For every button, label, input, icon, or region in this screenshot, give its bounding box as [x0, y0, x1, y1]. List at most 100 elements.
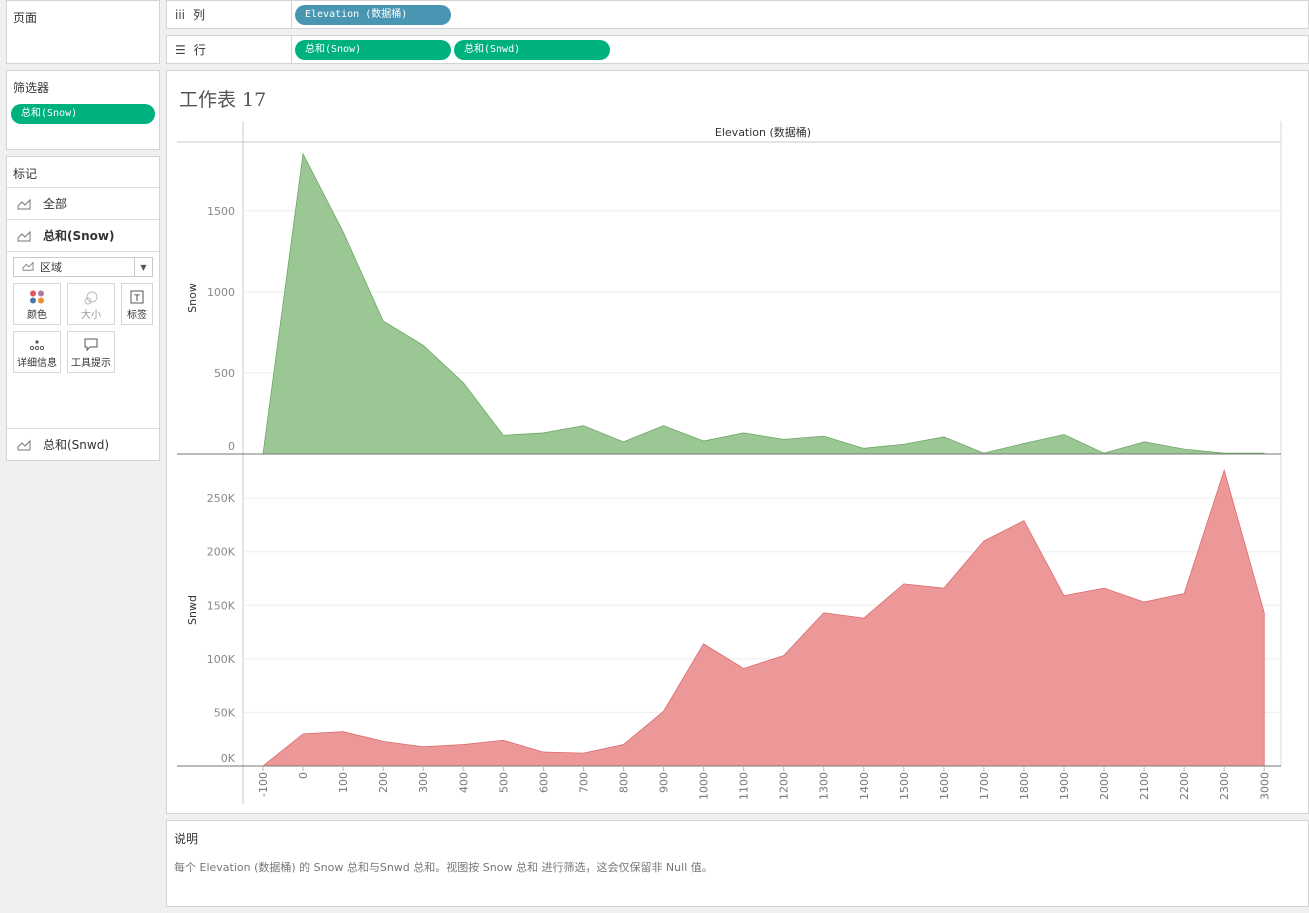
- x-tick-label: 1800: [1018, 772, 1031, 800]
- snwd-pane[interactable]: 0K 50K 100K 150K 200K 250K Snwd: [177, 468, 1281, 768]
- data-point: [662, 710, 665, 713]
- columns-pill-elevation[interactable]: Elevation (数据桶): [295, 5, 451, 25]
- text-label-icon: T: [130, 290, 144, 307]
- x-tick-label: 0: [297, 772, 310, 779]
- area-mark-icon: [17, 230, 33, 242]
- x-tick-label: -100: [257, 772, 270, 797]
- x-axis: -100 0 100 200 300 400 500 600 700 800 900 1000 1100…: [257, 766, 1271, 800]
- marks-snwd-row[interactable]: 总和(Snwd): [7, 428, 159, 460]
- x-tick-label: 1200: [778, 772, 791, 800]
- color-button[interactable]: 颜色: [13, 283, 61, 325]
- size-icon: [83, 290, 99, 309]
- data-point: [1103, 587, 1106, 590]
- snow-area: [262, 152, 1265, 455]
- chevron-down-icon[interactable]: ▼: [134, 258, 152, 276]
- marks-all-label: 全部: [43, 197, 68, 211]
- pages-panel[interactable]: 页面: [6, 0, 160, 64]
- data-point: [622, 743, 625, 746]
- marks-panel: 标记 全部 总和(Snow) 区域 ▼ 颜色 大小: [6, 156, 160, 461]
- x-tick-label: 1900: [1058, 772, 1071, 800]
- filter-pill-snow[interactable]: 总和(Snow): [11, 104, 155, 124]
- x-tick-label: 2200: [1178, 772, 1191, 800]
- rows-pill-snow[interactable]: 总和(Snow): [295, 40, 451, 60]
- x-tick-label: 800: [617, 772, 630, 793]
- worksheet-view[interactable]: 工作表 17 Elevation (数据桶) 0 500 1000 1500 Snow …: [166, 70, 1309, 814]
- x-tick-label: 1700: [978, 772, 991, 800]
- data-point: [982, 540, 985, 543]
- data-point: [622, 440, 625, 443]
- rows-shelf[interactable]: ☰ 行 总和(Snow) 总和(Snwd): [166, 35, 1309, 64]
- columns-label: 列: [193, 8, 206, 22]
- data-point: [502, 739, 505, 742]
- data-point: [1143, 440, 1146, 443]
- data-point: [1022, 442, 1025, 445]
- x-tick-label: 1000: [698, 772, 711, 800]
- x-tick-label: 200: [377, 772, 390, 793]
- marks-snow-row[interactable]: 总和(Snow): [7, 219, 159, 251]
- data-point: [702, 642, 705, 645]
- x-tick-label: 3000: [1258, 772, 1271, 800]
- y-tick-label: 200K: [207, 546, 236, 559]
- marks-title: 标记: [13, 167, 38, 181]
- marks-snwd-label: 总和(Snwd): [43, 438, 110, 452]
- data-point: [902, 443, 905, 446]
- x-tick-label: 600: [537, 772, 550, 793]
- pages-title: 页面: [13, 11, 38, 25]
- x-tick-label: 2000: [1098, 772, 1111, 800]
- x-tick-label: 700: [577, 772, 590, 793]
- y-tick-label: 1000: [207, 286, 235, 299]
- detail-button[interactable]: 详细信息: [13, 331, 61, 373]
- size-button-label: 大小: [81, 310, 101, 321]
- x-tick-label: 2300: [1218, 772, 1231, 800]
- rows-icon: ☰: [175, 42, 186, 57]
- data-point: [1022, 519, 1025, 522]
- x-tick-label: 1500: [898, 772, 911, 800]
- snow-pane[interactable]: 0 500 1000 1500 Snow: [177, 152, 1281, 456]
- label-button[interactable]: T 标签: [121, 283, 153, 325]
- rows-pill-snwd[interactable]: 总和(Snwd): [454, 40, 610, 60]
- x-tick-label: 2100: [1138, 772, 1151, 800]
- data-point: [422, 745, 425, 748]
- filters-title: 筛选器: [13, 81, 50, 95]
- data-point: [782, 438, 785, 441]
- y-axis-title: Snow: [186, 283, 199, 313]
- data-point: [902, 582, 905, 585]
- data-point: [462, 381, 465, 384]
- data-point: [862, 447, 865, 450]
- y-tick-label: 250K: [207, 492, 236, 505]
- data-point: [302, 732, 305, 735]
- data-point: [942, 587, 945, 590]
- detail-button-label: 详细信息: [17, 358, 57, 369]
- column-header-label: Elevation (数据桶): [715, 125, 811, 139]
- data-point: [742, 431, 745, 434]
- marks-all-row[interactable]: 全部: [7, 187, 159, 219]
- data-point: [582, 424, 585, 427]
- x-tick-label: 1400: [858, 772, 871, 800]
- y-tick-label: 100K: [207, 653, 236, 666]
- x-tick-label: 100: [337, 772, 350, 793]
- columns-shelf[interactable]: iii 列 Elevation (数据桶): [166, 0, 1309, 29]
- tooltip-button[interactable]: 工具提示: [67, 331, 115, 373]
- mark-type-dropdown[interactable]: 区域 ▼: [13, 257, 153, 277]
- caption-panel: 说明 每个 Elevation (数据桶) 的 Snow 总和与Snwd 总和。…: [166, 820, 1309, 907]
- x-tick-label: 900: [658, 772, 671, 793]
- sheet-title: 工作表 17: [179, 89, 267, 111]
- y-tick-label: 50K: [214, 706, 236, 719]
- data-point: [462, 743, 465, 746]
- tooltip-bubble-icon: [83, 338, 99, 355]
- caption-title: 说明: [174, 832, 199, 846]
- y-tick-label: 0K: [221, 752, 236, 765]
- size-button[interactable]: 大小: [67, 283, 115, 325]
- data-point: [1223, 469, 1226, 472]
- filters-panel[interactable]: 筛选器 总和(Snow): [6, 70, 160, 150]
- x-tick-label: 500: [497, 772, 510, 793]
- area-mark-icon: [17, 439, 33, 451]
- data-point: [422, 344, 425, 347]
- x-tick-label: 300: [417, 772, 430, 793]
- area-mark-icon: [17, 198, 33, 210]
- color-dots-icon: [29, 290, 45, 307]
- color-button-label: 颜色: [27, 310, 47, 321]
- snwd-area: [261, 468, 1265, 767]
- data-point: [782, 654, 785, 657]
